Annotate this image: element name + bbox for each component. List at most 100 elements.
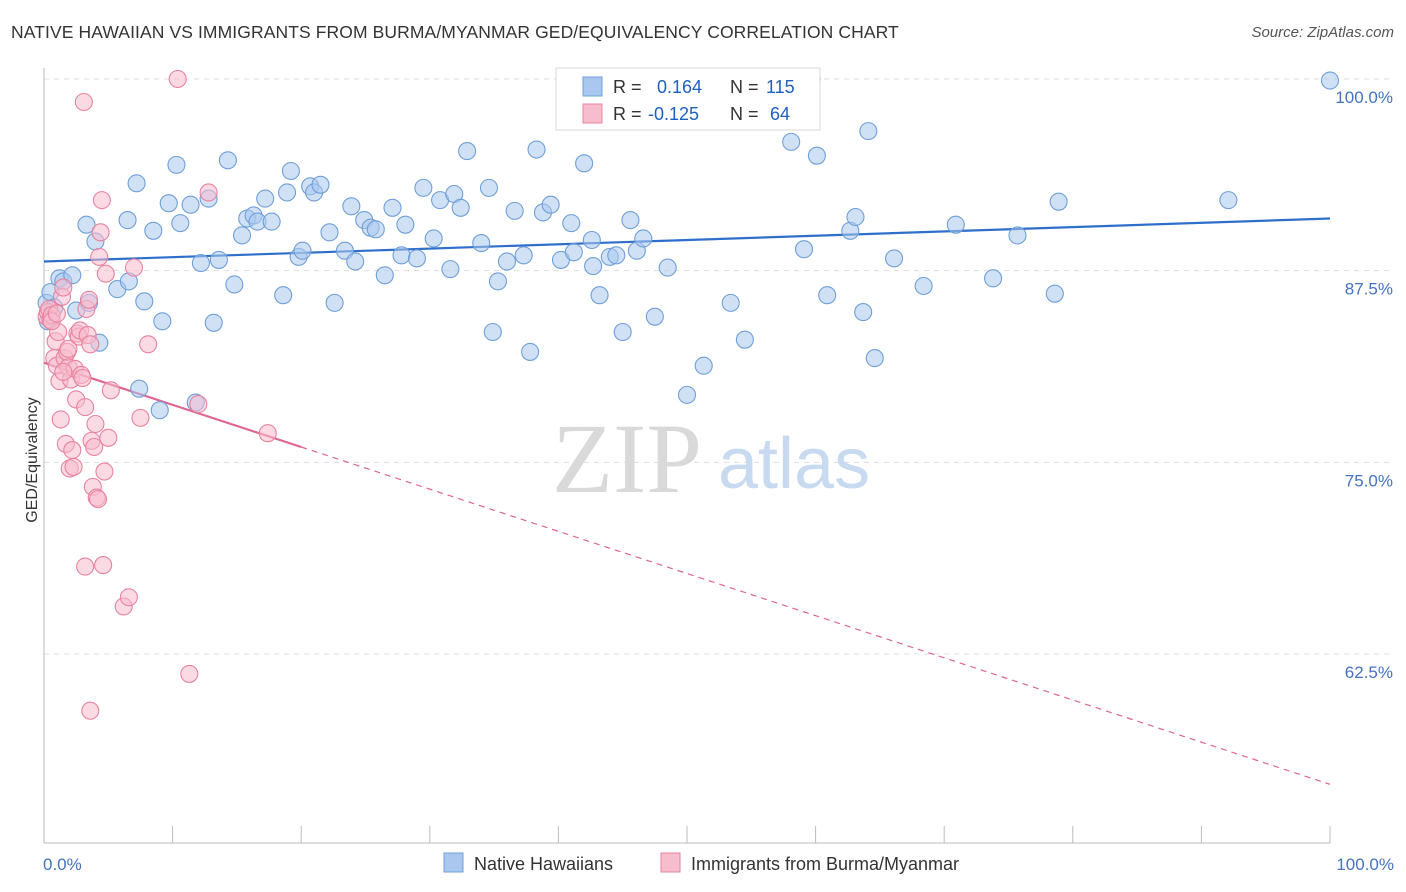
burma-point [90, 247, 109, 266]
watermark-atlas: atlas [718, 424, 870, 504]
native-hawaiian-point [914, 276, 933, 296]
native-hawaiian-point [225, 275, 244, 294]
native-hawaiian-point [281, 161, 300, 181]
native-hawaiian-point [256, 189, 275, 208]
burma-point [189, 395, 208, 414]
y-tick-label: 100.0% [1335, 88, 1393, 107]
native-hawaiian-point [562, 214, 581, 233]
native-hawaiian-point [209, 250, 228, 269]
native-hawaiian-point [342, 197, 361, 216]
native-hawaiian-point [181, 195, 200, 214]
native-hawaiian-point [865, 349, 884, 368]
native-hawaiian-point [1219, 191, 1238, 210]
native-hawaiian-point [451, 198, 470, 217]
burma-point [63, 441, 82, 460]
burma-point [199, 183, 218, 202]
native-hawaiian-point [613, 322, 632, 342]
burma-point [74, 92, 93, 112]
burma-point [96, 264, 115, 283]
native-hawaiian-point [521, 342, 540, 361]
burma-point [47, 304, 66, 323]
native-hawaiian-point [488, 272, 508, 291]
native-hawaiian-point [677, 385, 697, 404]
y-tick-labels: 62.5% 75.0% 87.5% 100.0% [1335, 88, 1393, 682]
native-hawaiian-point [541, 195, 560, 214]
watermark-zip: ZIP [552, 403, 702, 514]
native-hawaiian-point [582, 230, 601, 250]
native-hawaiian-point [424, 229, 443, 248]
y-tick-label: 87.5% [1345, 280, 1393, 299]
native-hawaiian-point [218, 151, 237, 170]
burma-point [180, 664, 199, 683]
native-hawaiian-point [127, 174, 146, 193]
stats-legend: R = 0.164 N = 115 R = -0.125 N = 64 [555, 67, 821, 131]
native-hawaiian-point [527, 140, 546, 159]
burma-point [64, 457, 83, 476]
native-hawaiian-point [458, 142, 477, 161]
native-hawaiian-point [818, 286, 837, 305]
native-hawaiian-point [396, 215, 415, 234]
native-hawaiian-point [153, 312, 172, 331]
native-hawaiian-point [946, 215, 965, 234]
y-axis-label: GED/Equivalency [24, 397, 41, 522]
burma-point [168, 69, 187, 89]
native-hawaiian-point [346, 252, 365, 271]
legend-r-label-1: R = [613, 77, 642, 97]
legend-swatch-pink [582, 103, 603, 124]
source-label: Source: ZipAtlas.com [1251, 24, 1394, 41]
native-hawaiian-point [645, 307, 664, 326]
burma-point [258, 424, 277, 443]
legend-r-label-2: R = [613, 104, 642, 124]
native-hawaiian-point [414, 178, 433, 197]
native-hawaiian-point [483, 322, 502, 342]
burma-point [88, 490, 108, 509]
native-hawaiian-point [607, 246, 626, 265]
native-hawaiian-point [407, 249, 426, 268]
native-hawaiian-point [274, 286, 293, 305]
legend-n-value-2: 64 [770, 104, 790, 124]
burma-point [73, 368, 92, 388]
native-hawaiian-point [118, 211, 137, 230]
native-hawaiian-point [171, 214, 190, 233]
native-hawaiian-trend-line [43, 217, 1331, 263]
burma-point [99, 428, 118, 447]
native-hawaiian-point [392, 246, 411, 265]
native-hawaiian-point [984, 269, 1003, 288]
native-hawaiian-point [278, 183, 297, 202]
burma-trend-line-extension [301, 446, 1331, 785]
burma-point [76, 398, 95, 417]
x-tick-label-max: 100.0% [1336, 855, 1394, 874]
native-hawaiian-point [204, 313, 223, 332]
native-hawaiian-point [859, 122, 878, 141]
axes [43, 68, 1331, 844]
native-hawaiian-point [441, 260, 460, 279]
native-hawaiian-point [1049, 192, 1068, 211]
native-hawaiian-point [634, 229, 653, 248]
burma-point [86, 414, 105, 434]
native-hawaiian-point [505, 201, 524, 220]
burma-point [139, 335, 158, 354]
native-hawaiian-point [497, 252, 517, 271]
data-points [37, 69, 1340, 720]
native-hawaiian-point [514, 246, 533, 265]
native-hawaiian-point [262, 212, 281, 231]
burma-point [131, 408, 150, 427]
legend-r-value-2: -0.125 [648, 104, 699, 124]
legend-label-native-hawaiians: Native Hawaiians [474, 854, 613, 874]
native-hawaiian-point [383, 198, 402, 217]
chart-title: NATIVE HAWAIIAN VS IMMIGRANTS FROM BURMA… [11, 22, 899, 42]
burma-point [119, 588, 138, 607]
grid-lines [44, 78, 1392, 655]
legend-n-label-2: N = [730, 104, 759, 124]
native-hawaiian-point [77, 215, 96, 234]
native-hawaiian-point [621, 211, 640, 230]
native-hawaiian-point [232, 226, 252, 245]
native-hawaiian-point [375, 266, 394, 285]
native-hawaiian-point [311, 175, 330, 194]
native-hawaiian-point [658, 258, 677, 277]
native-hawaiian-point [721, 293, 740, 312]
native-hawaiian-point [846, 207, 865, 227]
burma-point [101, 381, 120, 400]
burma-point [95, 462, 114, 481]
